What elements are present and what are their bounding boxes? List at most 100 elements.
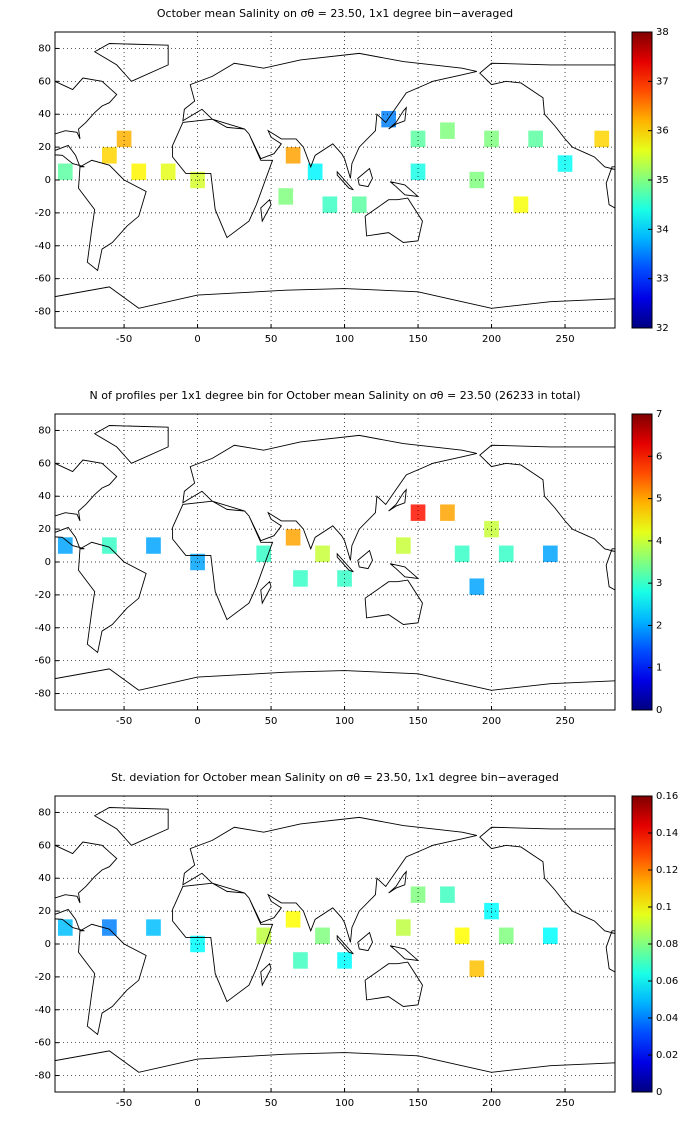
data-cell <box>102 147 117 164</box>
colorbar-tick-label: 2 <box>656 620 662 631</box>
data-cell <box>102 537 117 554</box>
x-tick-label: 150 <box>408 1098 427 1109</box>
colorbar-tick-label: 0.1 <box>656 902 672 913</box>
x-tick-label: 200 <box>482 334 501 345</box>
data-cell <box>440 122 455 139</box>
data-cell <box>256 545 272 562</box>
data-cell <box>285 529 301 546</box>
y-tick-label: 0 <box>45 557 51 568</box>
data-cell <box>285 911 301 928</box>
data-cell <box>256 927 272 944</box>
data-cell <box>293 570 308 587</box>
plot-area <box>36 44 624 337</box>
data-cell <box>410 886 426 903</box>
x-tick-label: 200 <box>482 716 501 727</box>
data-cell <box>285 147 301 164</box>
data-cell <box>440 886 455 903</box>
data-cell <box>542 545 558 562</box>
y-tick-label: -60 <box>35 656 51 667</box>
colorbar-tick-label: 0 <box>656 1087 662 1098</box>
axes-frame <box>54 795 616 1093</box>
x-tick-label: 150 <box>408 334 427 345</box>
data-cell <box>57 919 73 936</box>
x-tick-label: 0 <box>194 334 200 345</box>
data-cell <box>293 952 308 969</box>
y-tick-label: 20 <box>38 906 51 917</box>
y-tick-label: 0 <box>45 939 51 950</box>
y-tick-label: 80 <box>38 807 51 818</box>
data-cell <box>498 545 514 562</box>
data-cell <box>395 919 411 936</box>
y-tick-label: 40 <box>38 873 51 884</box>
x-tick-label: 0 <box>194 716 200 727</box>
data-cell <box>278 188 294 205</box>
data-cell <box>160 163 176 180</box>
colorbar-tick-label: 6 <box>656 451 662 462</box>
x-tick-label: -50 <box>116 716 132 727</box>
chart-title: St. deviation for October mean Salinity … <box>111 771 559 784</box>
x-tick-label: 250 <box>555 716 574 727</box>
data-cell <box>469 171 485 189</box>
data-cell <box>381 110 396 128</box>
colorbar-tick-label: 37 <box>656 76 669 87</box>
colorbar-tick-label: 0.16 <box>656 791 678 802</box>
x-tick-label: 150 <box>408 716 427 727</box>
colorbar-tick-label: 0.06 <box>656 976 678 987</box>
axes-frame <box>54 31 616 329</box>
y-tick-label: 40 <box>38 491 51 502</box>
y-tick-label: 80 <box>38 43 51 54</box>
y-tick-label: -20 <box>35 208 51 219</box>
data-cell <box>57 163 73 180</box>
y-tick-label: -80 <box>35 1071 51 1082</box>
colorbar-tick-label: 34 <box>656 224 669 235</box>
data-cell <box>557 155 573 172</box>
data-cell <box>146 537 161 554</box>
data-cell <box>410 504 426 521</box>
data-cell <box>131 163 147 180</box>
data-cell <box>322 196 338 213</box>
colorbar-tick-label: 0.14 <box>656 828 678 839</box>
data-cell <box>498 927 514 944</box>
x-tick-label: 100 <box>335 1098 354 1109</box>
plot-area <box>36 808 624 1101</box>
data-cell <box>513 196 529 213</box>
y-tick-label: -80 <box>35 307 51 318</box>
colorbar-tick-label: 1 <box>656 663 662 674</box>
plot-area <box>36 426 624 719</box>
x-tick-label: 0 <box>194 1098 200 1109</box>
coastline <box>36 808 624 1101</box>
y-tick-label: 40 <box>38 109 51 120</box>
y-tick-label: 60 <box>38 458 51 469</box>
chart-title: October mean Salinity on σθ = 23.50, 1x1… <box>157 7 513 20</box>
x-tick-label: -50 <box>116 334 132 345</box>
x-tick-label: -50 <box>116 1098 132 1109</box>
data-cell <box>484 130 499 148</box>
data-cell <box>102 919 117 936</box>
data-cell <box>307 163 323 180</box>
colorbar-tick-label: 35 <box>656 175 669 186</box>
axes-frame <box>54 413 616 711</box>
data-cell <box>594 130 610 148</box>
data-cell <box>116 130 132 148</box>
data-cell <box>440 504 455 521</box>
colorbar-tick-label: 7 <box>656 409 662 420</box>
colorbar-tick-label: 0.12 <box>656 865 678 876</box>
data-cell <box>469 578 485 595</box>
y-tick-label: 0 <box>45 175 51 186</box>
y-tick-label: -40 <box>35 1005 51 1016</box>
y-tick-label: 20 <box>38 524 51 535</box>
data-cell <box>395 537 411 554</box>
y-tick-label: 20 <box>38 142 51 153</box>
y-tick-label: -20 <box>35 972 51 983</box>
x-tick-label: 200 <box>482 1098 501 1109</box>
y-tick-label: -20 <box>35 590 51 601</box>
colorbar <box>631 413 653 711</box>
colorbar-tick-label: 3 <box>656 578 662 589</box>
data-cell <box>454 545 470 562</box>
data-cell <box>542 927 558 944</box>
colorbar-tick-label: 0.04 <box>656 1013 678 1024</box>
colorbar-tick-label: 33 <box>656 274 669 285</box>
colorbar-tick-label: 38 <box>656 27 669 38</box>
coastline <box>36 44 624 337</box>
